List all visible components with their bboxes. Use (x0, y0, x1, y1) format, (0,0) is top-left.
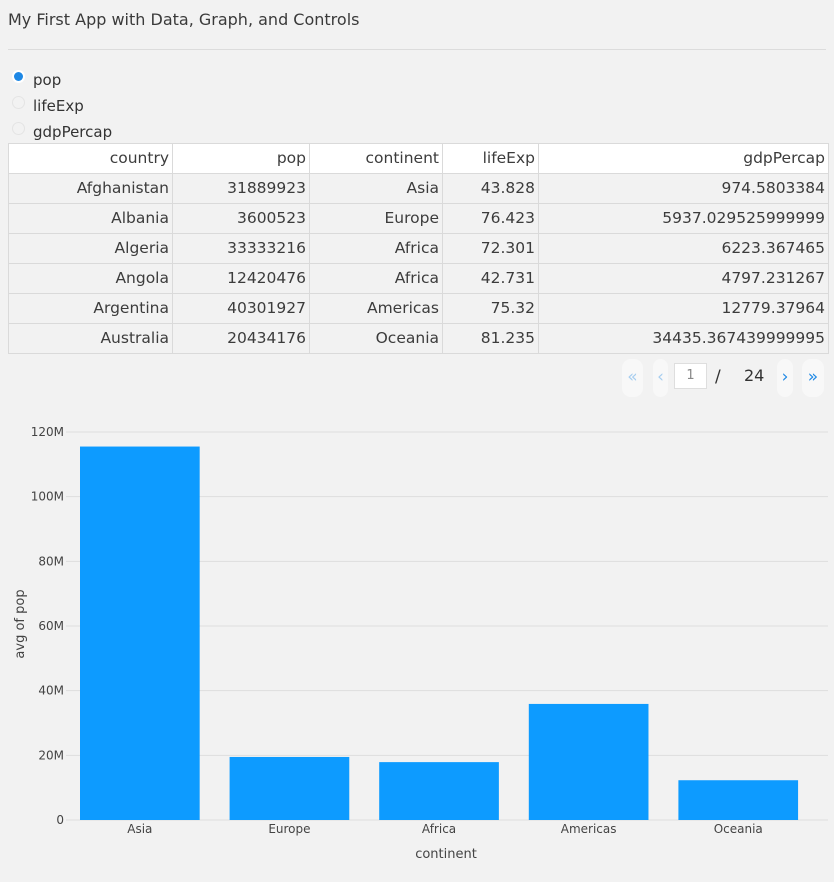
cell-lifeexp[interactable]: 72.301 (443, 234, 539, 264)
pagination: « ‹ 1 / 24 › » (622, 359, 828, 397)
column-header-continent[interactable]: continent (310, 144, 443, 174)
column-header-pop[interactable]: pop (173, 144, 310, 174)
y-tick-label: 60M (38, 619, 64, 633)
table-row: Argentina 40301927 Americas 75.32 12779.… (9, 294, 829, 324)
cell-pop[interactable]: 3600523 (173, 204, 310, 234)
cell-gdppercap[interactable]: 34435.367439999995 (539, 324, 829, 354)
x-tick-label: Oceania (714, 822, 763, 836)
radio-option-gdppercap[interactable]: gdpPercap (12, 119, 112, 145)
radio-option-lifeexp[interactable]: lifeExp (12, 93, 112, 119)
cell-gdppercap[interactable]: 6223.367465 (539, 234, 829, 264)
app-title: My First App with Data, Graph, and Contr… (8, 10, 359, 29)
total-pages: 24 (744, 366, 764, 385)
y-tick-label: 20M (38, 748, 64, 762)
data-table: country pop continent lifeExp gdpPercap … (8, 143, 829, 354)
title-divider (8, 49, 826, 50)
first-page-button[interactable]: « (622, 359, 643, 397)
radio-label-lifeexp: lifeExp (33, 97, 84, 115)
cell-gdppercap[interactable]: 974.5803384 (539, 174, 829, 204)
cell-pop[interactable]: 33333216 (173, 234, 310, 264)
radio-option-pop[interactable]: pop (12, 67, 112, 93)
y-tick-label: 120M (31, 425, 64, 439)
y-tick-label: 40M (38, 684, 64, 698)
cell-gdppercap[interactable]: 4797.231267 (539, 264, 829, 294)
y-axis-ticks: 0 20M 40M 60M 80M 100M 120M (31, 425, 64, 827)
page-number-input[interactable]: 1 (674, 363, 707, 389)
cell-country[interactable]: Angola (9, 264, 173, 294)
x-axis-label: continent (415, 847, 477, 862)
last-page-button[interactable]: » (802, 359, 824, 397)
next-page-button[interactable]: › (777, 359, 793, 397)
x-tick-label: Asia (127, 822, 152, 836)
table-header-row: country pop continent lifeExp gdpPercap (9, 144, 829, 174)
cell-lifeexp[interactable]: 76.423 (443, 204, 539, 234)
cell-lifeexp[interactable]: 75.32 (443, 294, 539, 324)
table-row: Afghanistan 31889923 Asia 43.828 974.580… (9, 174, 829, 204)
column-header-country[interactable]: country (9, 144, 173, 174)
x-axis-ticks: Asia Europe Africa Americas Oceania (127, 822, 763, 836)
table-row: Algeria 33333216 Africa 72.301 6223.3674… (9, 234, 829, 264)
bar-oceania[interactable] (678, 780, 798, 820)
cell-lifeexp[interactable]: 43.828 (443, 174, 539, 204)
column-header-lifeexp[interactable]: lifeExp (443, 144, 539, 174)
cell-country[interactable]: Australia (9, 324, 173, 354)
radio-button-pop[interactable] (12, 70, 25, 83)
cell-country[interactable]: Argentina (9, 294, 173, 324)
x-tick-label: Europe (268, 822, 310, 836)
bar-americas[interactable] (529, 704, 649, 820)
radio-button-lifeexp[interactable] (12, 96, 25, 109)
page-separator: / (715, 367, 721, 387)
cell-pop[interactable]: 12420476 (173, 264, 310, 294)
bar-africa[interactable] (379, 762, 499, 820)
chart-bars (80, 447, 798, 820)
x-tick-label: Africa (422, 822, 456, 836)
previous-page-button[interactable]: ‹ (653, 359, 668, 397)
cell-continent[interactable]: Americas (310, 294, 443, 324)
cell-country[interactable]: Algeria (9, 234, 173, 264)
cell-continent[interactable]: Europe (310, 204, 443, 234)
y-tick-label: 0 (56, 813, 64, 827)
bar-chart: 0 20M 40M 60M 80M 100M 120M Asia Europe Africa Am… (0, 410, 834, 880)
cell-continent[interactable]: Africa (310, 264, 443, 294)
cell-continent[interactable]: Oceania (310, 324, 443, 354)
cell-lifeexp[interactable]: 81.235 (443, 324, 539, 354)
cell-pop[interactable]: 40301927 (173, 294, 310, 324)
cell-gdppercap[interactable]: 12779.37964 (539, 294, 829, 324)
cell-continent[interactable]: Asia (310, 174, 443, 204)
cell-gdppercap[interactable]: 5937.029525999999 (539, 204, 829, 234)
cell-lifeexp[interactable]: 42.731 (443, 264, 539, 294)
y-axis-label: avg of pop (13, 589, 28, 658)
metric-radio-group: pop lifeExp gdpPercap (12, 67, 112, 145)
cell-continent[interactable]: Africa (310, 234, 443, 264)
radio-label-pop: pop (33, 71, 61, 89)
cell-country[interactable]: Afghanistan (9, 174, 173, 204)
table-row: Angola 12420476 Africa 42.731 4797.23126… (9, 264, 829, 294)
table-row: Australia 20434176 Oceania 81.235 34435.… (9, 324, 829, 354)
bar-europe[interactable] (230, 757, 350, 820)
x-tick-label: Americas (561, 822, 617, 836)
radio-label-gdppercap: gdpPercap (33, 123, 112, 141)
y-tick-label: 100M (31, 490, 64, 504)
cell-pop[interactable]: 20434176 (173, 324, 310, 354)
cell-country[interactable]: Albania (9, 204, 173, 234)
radio-button-gdppercap[interactable] (12, 122, 25, 135)
table-row: Albania 3600523 Europe 76.423 5937.02952… (9, 204, 829, 234)
cell-pop[interactable]: 31889923 (173, 174, 310, 204)
y-tick-label: 80M (38, 554, 64, 568)
column-header-gdppercap[interactable]: gdpPercap (539, 144, 829, 174)
bar-asia[interactable] (80, 447, 200, 820)
